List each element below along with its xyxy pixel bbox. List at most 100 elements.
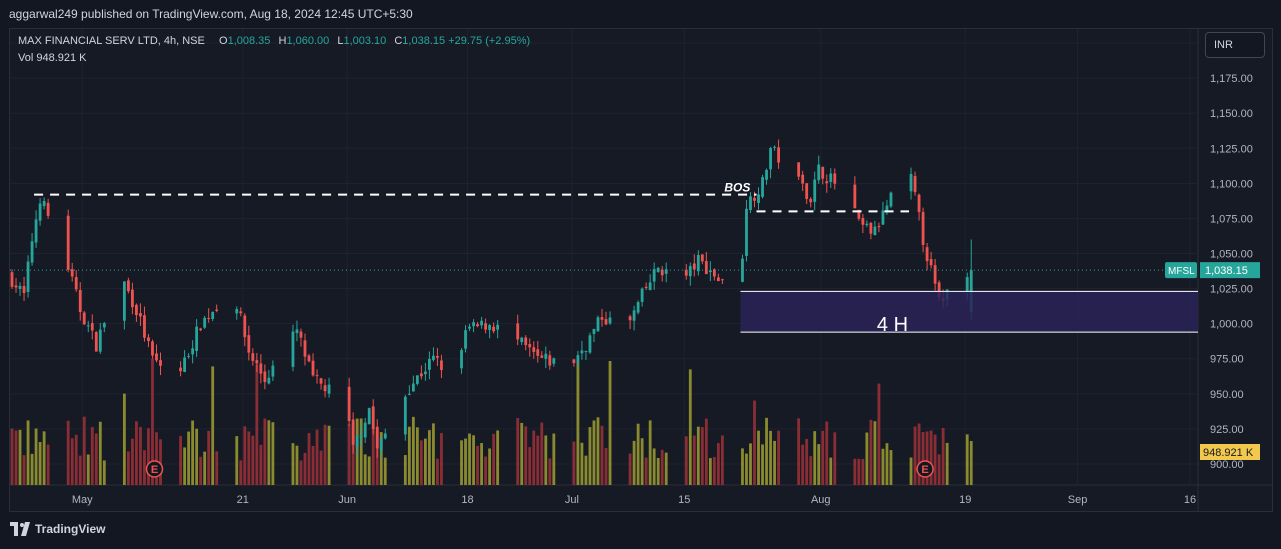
candle: [383, 428, 387, 440]
volume-bar: [191, 420, 195, 485]
low-value: 1,003.10: [343, 35, 387, 47]
volume-bar: [632, 440, 636, 485]
candle-body: [363, 422, 367, 438]
high-value: 1,060.00: [286, 35, 330, 47]
volume-bar: [135, 421, 138, 485]
volume-bar: [524, 426, 528, 485]
candle: [10, 269, 14, 289]
candle-body: [712, 269, 716, 277]
candle-body: [303, 340, 307, 357]
x-tick-label: 19: [959, 494, 971, 506]
candle-body: [207, 318, 211, 320]
candle: [773, 145, 776, 151]
candle-body: [885, 205, 889, 213]
volume-bar: [636, 423, 640, 485]
candle: [636, 300, 640, 315]
volume-bar: [749, 443, 752, 485]
currency-button[interactable]: INR: [1205, 32, 1265, 58]
footer-branding: TradingView: [10, 522, 105, 536]
candle: [813, 171, 817, 211]
volume-bar: [688, 369, 692, 485]
volume-bar: [684, 436, 688, 485]
candle-body: [143, 315, 146, 338]
candle: [909, 167, 913, 200]
candle: [255, 352, 259, 373]
volume-bar: [885, 443, 889, 485]
candle: [552, 357, 556, 367]
volume-bar: [757, 430, 760, 485]
candle-body: [26, 261, 30, 292]
volume-bar: [30, 453, 34, 485]
candle-body: [777, 147, 780, 163]
candle-body: [869, 222, 873, 234]
candle-body: [383, 433, 387, 439]
candle: [488, 324, 492, 339]
candle: [363, 417, 367, 443]
volume-bar: [371, 429, 375, 485]
candle: [632, 305, 636, 331]
candle-body: [359, 434, 363, 438]
y-tick-label: 1,150.00: [1210, 108, 1253, 120]
candle-body: [813, 179, 817, 202]
candle-body: [692, 263, 696, 270]
volume-bar: [183, 447, 186, 485]
candle: [419, 365, 423, 380]
volume-bar: [540, 422, 544, 485]
volume-bar: [327, 425, 331, 485]
volume-bar: [26, 420, 30, 485]
volume-bar: [432, 423, 435, 485]
volume-bar: [761, 444, 764, 485]
candle-body: [30, 241, 34, 263]
volume-bar: [203, 451, 207, 485]
candle: [628, 314, 632, 329]
volume-bar: [544, 435, 548, 485]
candle-body: [460, 350, 463, 369]
candle-body: [151, 341, 154, 356]
volume-bar: [94, 433, 98, 485]
x-tick-label: 15: [678, 494, 690, 506]
publish-line: aggarwal249 published on TradingView.com…: [9, 7, 413, 21]
candle-body: [965, 277, 969, 291]
candle: [102, 321, 106, 333]
candle: [528, 338, 532, 357]
volume-bar: [90, 427, 94, 485]
candle-body: [432, 355, 435, 360]
candle: [355, 435, 359, 457]
volume-bar: [415, 427, 419, 485]
candle-body: [199, 328, 203, 331]
volume-bar: [211, 366, 215, 485]
volume-bar: [179, 435, 182, 485]
candle: [861, 214, 865, 234]
candle-body: [825, 181, 829, 184]
candle: [484, 318, 488, 334]
volume-bar: [122, 393, 126, 485]
candle: [303, 333, 307, 366]
candle: [131, 282, 134, 315]
candle-body: [195, 326, 199, 351]
volume-bar: [239, 460, 243, 485]
volume-bar: [576, 362, 580, 485]
candle-body: [155, 353, 158, 361]
symbol-tag-bg: [1165, 262, 1197, 279]
candle-body: [42, 200, 46, 207]
candle: [18, 282, 22, 296]
volume-bar: [652, 448, 656, 485]
volume-bar: [865, 432, 869, 485]
volume-bar: [488, 448, 492, 485]
volume-bar: [720, 435, 724, 485]
candle: [644, 282, 648, 291]
last-price-tag-bg: [1200, 262, 1260, 279]
volume-bar: [423, 438, 427, 485]
candle-body: [584, 350, 588, 352]
candle: [524, 335, 528, 351]
candle: [183, 350, 186, 373]
candle: [596, 315, 600, 332]
candle-body: [440, 360, 443, 371]
candle-body: [415, 375, 419, 384]
candle: [584, 350, 588, 360]
candle-body: [488, 325, 492, 330]
volume-bar: [797, 418, 801, 485]
volume-bar: [66, 420, 70, 485]
candle: [765, 168, 768, 185]
